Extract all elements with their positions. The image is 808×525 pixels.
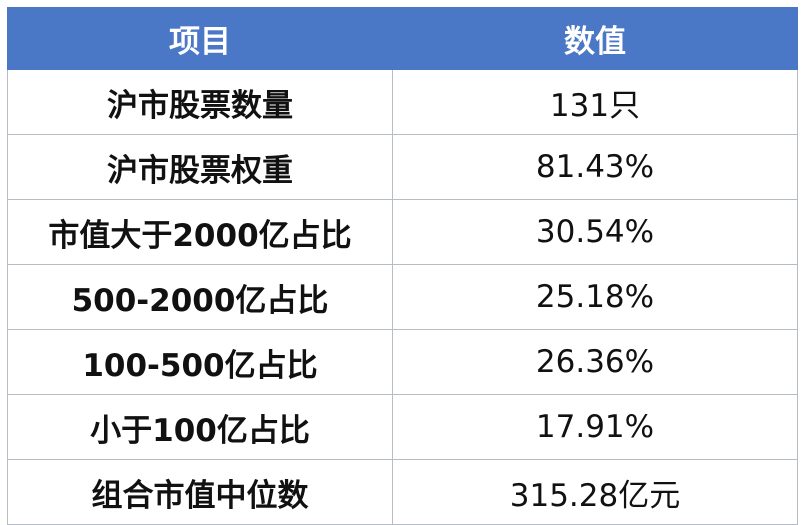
table-row: 500-2000亿占比 25.18%	[7, 264, 798, 330]
header-cell: 数值	[392, 7, 798, 70]
value-cell: 131只	[392, 69, 798, 135]
header-cell: 项目	[7, 7, 393, 70]
table-body: 沪市股票数量 131只 沪市股票权重 81.43% 市值大于2000亿占比 30.54% 5…	[7, 69, 798, 525]
data-table: 项目 数值 沪市股票数量 131只 沪市股票权重 81.43% 市值大于2000亿占比 3…	[7, 7, 798, 525]
item-cell: 100-500亿占比	[7, 329, 393, 395]
table-row: 沪市股票权重 81.43%	[7, 134, 798, 200]
table-row: 沪市股票数量 131只	[7, 69, 798, 135]
item-cell: 沪市股票权重	[7, 134, 393, 200]
item-cell: 市值大于2000亿占比	[7, 199, 393, 265]
item-cell: 小于100亿占比	[7, 394, 393, 460]
table-row: 100-500亿占比 26.36%	[7, 329, 798, 395]
header-row: 项目 数值	[7, 7, 798, 70]
value-cell: 315.28亿元	[392, 459, 798, 525]
value-cell: 30.54%	[392, 199, 798, 265]
item-cell: 组合市值中位数	[7, 459, 393, 525]
value-cell: 81.43%	[392, 134, 798, 200]
table-row: 市值大于2000亿占比 30.54%	[7, 199, 798, 265]
value-cell: 17.91%	[392, 394, 798, 460]
table-row: 小于100亿占比 17.91%	[7, 394, 798, 460]
item-cell: 沪市股票数量	[7, 69, 393, 135]
table-row: 组合市值中位数 315.28亿元	[7, 459, 798, 525]
table-header: 项目 数值	[7, 7, 798, 70]
value-cell: 25.18%	[392, 264, 798, 330]
item-cell: 500-2000亿占比	[7, 264, 393, 330]
value-cell: 26.36%	[392, 329, 798, 395]
